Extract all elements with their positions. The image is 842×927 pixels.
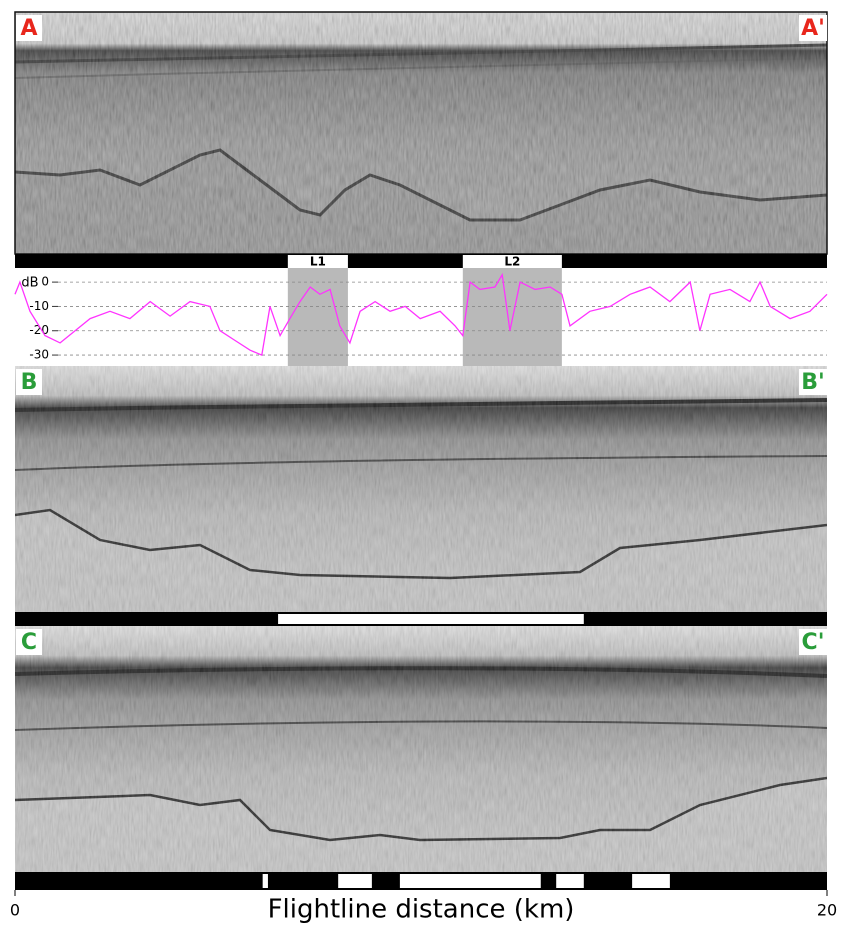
x-tick-label: 0 [10,901,20,920]
label-box [16,15,42,41]
bar-gap [278,614,584,624]
label-box [16,629,42,655]
radargram-a [15,12,827,254]
bar-gap [338,874,372,888]
label-box [799,15,827,41]
bar-gap [462,255,562,268]
panel-label: C' [802,630,825,655]
y-tick-label: -10 [29,299,49,313]
label-box [16,369,42,395]
label-box [799,629,827,655]
panel-label: C [21,630,37,655]
y-tick-label: -30 [29,348,49,362]
x-tick-label: 20 [817,901,837,920]
panel-label: B [21,370,38,395]
bar-gap [556,874,584,888]
bar-gap [262,874,268,888]
highlight-label: L2 [504,255,520,269]
bar-gap [287,255,348,268]
radargram-b [15,366,827,612]
radargram-c [15,626,827,872]
x-axis-label: Flightline distance (km) [268,895,575,924]
panel-label: A' [801,16,825,41]
panel-label: A [20,16,37,41]
label-box [799,369,827,395]
profile-area [15,268,827,366]
profile-line [14,272,828,357]
segment-bar [15,254,827,268]
panel-label: B' [801,370,825,395]
y-axis-label: dB [21,276,38,291]
highlight-region [287,268,348,366]
y-tick-label: 0 [41,275,49,289]
highlight-label: L1 [310,255,326,269]
bar-gap [632,874,670,888]
bar-gap [399,874,541,888]
